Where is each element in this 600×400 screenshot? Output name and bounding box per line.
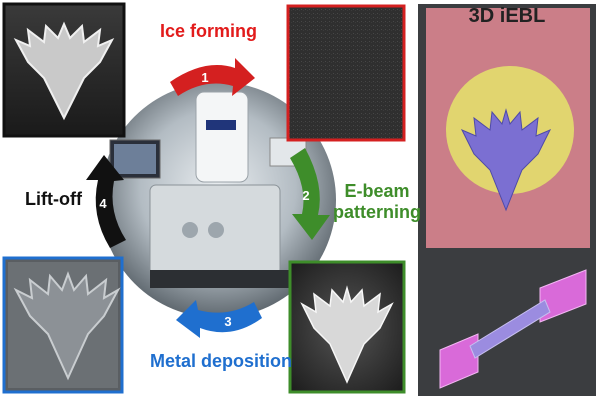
panel-ice-forming — [286, 4, 406, 142]
step1-arrow: 1 — [170, 58, 255, 96]
step1-number: 1 — [201, 70, 208, 85]
instrument-table — [150, 270, 290, 288]
step4-number: 4 — [99, 196, 107, 211]
phoenix-sem-image — [300, 285, 394, 384]
panel-frame — [286, 4, 406, 142]
label-metal-deposition: Metal deposition — [150, 351, 293, 371]
label-ice-forming: Ice forming — [160, 21, 258, 41]
step2-number: 2 — [302, 188, 309, 203]
phoenix-sem-image — [13, 271, 121, 381]
bridge-beam — [469, 299, 551, 359]
pad-left — [439, 333, 479, 389]
instrument-photo — [100, 82, 336, 318]
label-ebeam-line1: E-beam — [344, 181, 410, 201]
arrow-shape — [86, 155, 126, 248]
panel-liftoff — [2, 2, 126, 138]
port-left — [182, 222, 198, 238]
arrow-shape — [176, 300, 262, 338]
step2-arrow: 2 — [290, 148, 330, 240]
label-ebeam-patterning: E-beam patterning — [333, 181, 421, 222]
instrument-column — [195, 91, 249, 183]
panel-metal-deposition — [2, 256, 124, 394]
step3-arrow: 3 — [176, 300, 262, 338]
panel-ebeam — [288, 260, 406, 394]
arrow-shape — [170, 58, 255, 96]
label-ebeam-line2: patterning — [333, 201, 421, 222]
phoenix-purple-overlay — [460, 108, 552, 212]
arrow-shape — [290, 148, 330, 240]
port-right — [208, 222, 224, 238]
nanostructure-bridge — [439, 269, 587, 389]
label-lift-off: Lift-off — [25, 189, 82, 209]
label-3d-iebl: 3D iEBL — [468, 5, 546, 27]
monitor-screen — [114, 144, 156, 174]
panel-3d-iebl — [418, 4, 596, 396]
instrument-logo — [206, 120, 236, 130]
phoenix-sem-image — [13, 21, 115, 121]
step4-arrow: 4 — [86, 155, 126, 248]
step3-number: 3 — [224, 314, 231, 329]
